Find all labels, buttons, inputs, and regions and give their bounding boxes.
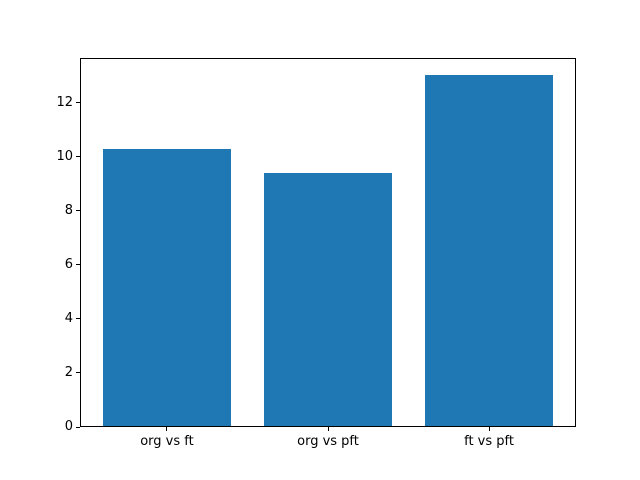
x-tick-mark	[327, 427, 329, 431]
bar-org-vs-pft	[263, 173, 393, 426]
y-tick-label: 2	[64, 364, 73, 380]
bar-ft-vs-pft	[424, 74, 554, 426]
y-tick-label: 0	[64, 419, 73, 434]
y-tick-mark	[76, 264, 80, 266]
plot-area	[80, 58, 576, 427]
y-tick-label: 4	[64, 310, 73, 326]
y-tick-mark	[76, 102, 80, 104]
y-tick-mark	[76, 156, 80, 158]
x-tick-label: org vs ft	[140, 434, 194, 449]
y-tick-label: 10	[56, 148, 73, 164]
x-tick-mark	[488, 427, 490, 431]
y-tick-mark	[76, 210, 80, 212]
x-tick-mark	[166, 427, 168, 431]
y-tick-mark	[76, 426, 80, 428]
y-tick-label: 12	[56, 94, 73, 110]
y-tick-label: 8	[64, 202, 73, 218]
y-tick-mark	[76, 372, 80, 374]
y-tick-mark	[76, 318, 80, 320]
x-tick-label: org vs pft	[297, 434, 359, 449]
y-tick-label: 6	[64, 256, 73, 272]
bar-org-vs-ft	[102, 148, 232, 426]
x-tick-label: ft vs pft	[464, 434, 514, 449]
